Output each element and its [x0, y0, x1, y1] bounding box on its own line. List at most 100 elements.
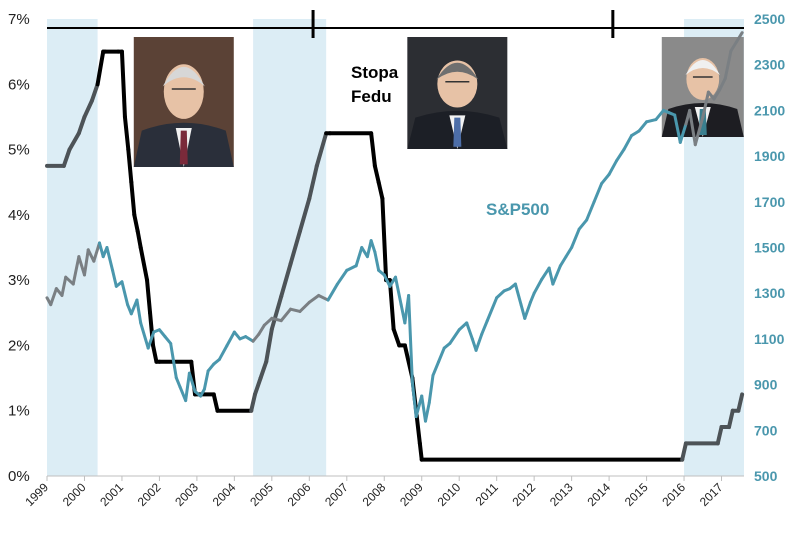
sp500-segment [457, 321, 469, 332]
fed-chair-portraits [133, 37, 744, 167]
x-tick-label: 2015 [622, 480, 651, 509]
fed-rate-segment [151, 343, 159, 364]
x-tick-label: 2011 [473, 480, 501, 508]
y-right-tick-label: 1700 [754, 194, 785, 210]
x-tick-label: 2014 [584, 480, 613, 509]
shaded-period-1 [47, 19, 98, 476]
fed-rate-segment [249, 392, 257, 413]
sp500-segment [431, 360, 441, 377]
series-fed-rate [45, 49, 745, 462]
y-left-tick-label: 7% [8, 11, 30, 28]
x-tick-label: 2010 [435, 480, 464, 509]
fed-rate-segment [95, 49, 106, 87]
fed-rate-segment [727, 408, 735, 430]
sp500-segment [317, 293, 330, 302]
sp500-segment [718, 76, 727, 92]
shaded-period-2 [253, 19, 327, 476]
sp500-segment [410, 380, 418, 419]
sp500-segment [688, 108, 697, 147]
sp500-segment [394, 275, 403, 307]
sp500-segment [678, 122, 688, 144]
y-right-tick-label: 2300 [754, 57, 785, 73]
sp500-segment [60, 275, 68, 297]
x-tick-label: 2000 [60, 480, 89, 509]
sp500-segment [437, 346, 446, 364]
sp500-segment [174, 376, 182, 389]
sp500-segment [547, 266, 555, 286]
x-tick-label: 2013 [547, 480, 576, 509]
sp500-segment [423, 401, 431, 423]
x-tick-label: 2016 [659, 480, 688, 509]
sp500-segment [465, 321, 474, 341]
y-right-tick-label: 2500 [754, 11, 785, 27]
x-tick-label: 2012 [509, 480, 538, 509]
sp500-segment [257, 323, 266, 336]
fed-rate-segment [387, 278, 396, 332]
sp500-segment [712, 88, 722, 101]
y-right-tick-label: 1900 [754, 148, 785, 164]
y-left-tick-label: 0% [8, 468, 30, 485]
fed-rate-segment [269, 294, 284, 332]
fed-rate-segment [288, 229, 302, 266]
sp500-segment [139, 321, 150, 350]
fed-rate-segment [211, 392, 220, 413]
sp500-segment [673, 113, 682, 144]
sp500-segment [184, 371, 191, 403]
sp500-segment [564, 246, 574, 259]
fed-rate-segment [372, 163, 381, 185]
fed-rate-segment [119, 49, 127, 119]
y-right-tick-label: 1100 [754, 331, 785, 347]
fed-rate-segment [417, 441, 424, 462]
fed-rate-label-line1: Stopa [351, 63, 399, 82]
sp500-segment [523, 300, 532, 320]
sp500-segment [600, 172, 611, 186]
y-left-tick-label: 3% [8, 272, 30, 289]
x-tick-label: 2006 [285, 480, 314, 509]
greenspan-portrait [133, 37, 234, 167]
fed-rate-segment [380, 196, 389, 283]
x-tick-label: 2017 [697, 480, 726, 509]
fed-rate-segment [680, 441, 688, 462]
fed-rate-segment [258, 359, 269, 381]
y-left-tick-label: 5% [8, 142, 30, 159]
fed-rate-segment [314, 131, 329, 168]
sp500-segment [187, 371, 197, 393]
fed-rate-segment [376, 180, 385, 201]
sp500-segment [71, 255, 81, 286]
sp500-segment [615, 147, 626, 163]
portrait-tie [179, 130, 188, 165]
fed-rate-segment [307, 163, 319, 201]
series-lines [45, 31, 745, 462]
y-right-tick-label: 500 [754, 468, 778, 484]
sp500-segment [485, 296, 499, 323]
sp500-segment [169, 341, 178, 380]
fed-rate-segment [82, 98, 94, 119]
sp500-segment [335, 268, 349, 286]
fed-rate-segment [135, 229, 143, 250]
x-tick-label: 2008 [360, 480, 389, 509]
sp500-segment [49, 287, 58, 307]
portrait-hair [162, 66, 205, 87]
sp500-segment [474, 332, 484, 352]
fed-rate-segment [297, 196, 312, 234]
sp500-segment [607, 159, 619, 176]
sp500-segment [105, 246, 115, 272]
y-left-tick-label: 6% [8, 76, 30, 93]
sp500-label: S&P500 [486, 200, 549, 219]
x-tick-label: 2009 [397, 480, 426, 509]
sp500-segment [645, 118, 658, 124]
sp500-segment [532, 277, 544, 295]
x-tick-label: 2003 [172, 480, 201, 509]
fed-rate-segment [132, 212, 140, 234]
sp500-segment [382, 273, 392, 288]
sp500-segment [307, 293, 321, 304]
fed-rate-segment [369, 131, 377, 168]
sp500-segment [448, 328, 461, 345]
y-right-tick-label: 700 [754, 422, 778, 438]
sp500-segment [298, 300, 311, 313]
sp500-segment [202, 369, 210, 391]
sp500-segment [111, 268, 118, 288]
sp500-segment [326, 282, 339, 302]
sp500-segment [558, 255, 568, 268]
